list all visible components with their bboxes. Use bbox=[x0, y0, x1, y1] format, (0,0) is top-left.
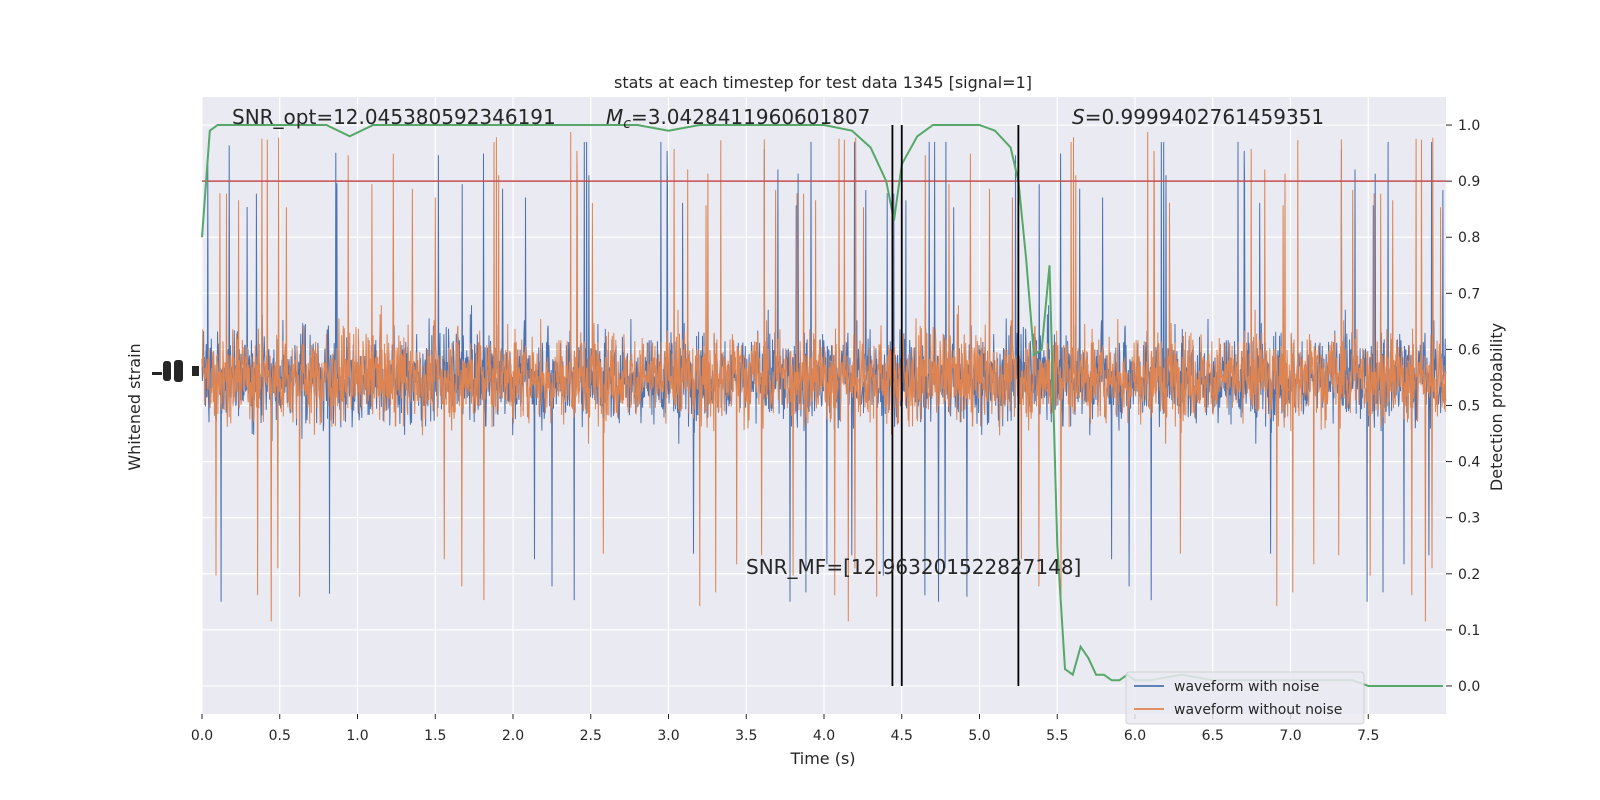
x-tick-label: 5.5 bbox=[1046, 728, 1068, 744]
annotation-mc-sub: c bbox=[623, 116, 631, 132]
x-tick-label: 7.5 bbox=[1357, 728, 1379, 744]
annotation-mc-value: =3.0428411960601807 bbox=[631, 105, 870, 129]
vertical-lines bbox=[891, 125, 1020, 686]
x-tick-label: 7.0 bbox=[1279, 728, 1301, 744]
x-tick-label: 6.5 bbox=[1202, 728, 1224, 744]
y-right-axis-ticks: 0.0 0.1 0.2 0.3 0.4 0.5 0.6 0.7 0.8 0.9 1.0 bbox=[1446, 118, 1480, 695]
annotation-snr-mf: SNR_MF=[12.963201522827148] bbox=[746, 555, 1081, 579]
y-tick-label: 0.1 bbox=[1458, 623, 1480, 639]
y-tick-label: 0.9 bbox=[1458, 174, 1480, 190]
x-tick-label: 3.5 bbox=[735, 728, 757, 744]
x-tick-label: 6.0 bbox=[1124, 728, 1146, 744]
y-tick-label: 0.6 bbox=[1458, 342, 1480, 358]
y-tick-label: 0.4 bbox=[1458, 455, 1480, 471]
x-tick-label: 5.0 bbox=[968, 728, 990, 744]
x-tick-label: 3.0 bbox=[657, 728, 679, 744]
annotation-snr-opt: SNR_opt=12.045380592346191 bbox=[232, 105, 556, 129]
y-tick-label: 0.7 bbox=[1458, 286, 1480, 302]
legend: waveform with noise waveform without noi… bbox=[1125, 671, 1365, 725]
y-left-axis-label: Whitened strain bbox=[125, 343, 144, 470]
y-tick-label: 1.0 bbox=[1458, 118, 1480, 134]
annotation-mc: Mc=3.0428411960601807 bbox=[606, 105, 870, 132]
x-axis-label: Time (s) bbox=[789, 749, 855, 768]
x-tick-label: 1.0 bbox=[346, 728, 368, 744]
noise-layer bbox=[201, 131, 1447, 622]
y-tick-label: 0.2 bbox=[1458, 567, 1480, 583]
x-tick-label: 2.0 bbox=[502, 728, 524, 744]
annotation-s-value: =0.9999402761459351 bbox=[1085, 105, 1324, 129]
y-right-axis-label: Detection probability bbox=[1487, 323, 1506, 491]
chart-title: stats at each timestep for test data 134… bbox=[614, 73, 1032, 92]
y-tick-label: 0.0 bbox=[1458, 679, 1480, 695]
x-tick-label: 2.5 bbox=[580, 728, 602, 744]
x-tick-label: 1.5 bbox=[424, 728, 446, 744]
annotation-s: S=0.9999402761459351 bbox=[1072, 105, 1324, 129]
x-tick-label: 4.0 bbox=[813, 728, 835, 744]
y-tick-label: 0.3 bbox=[1458, 511, 1480, 527]
y-tick-label: 0.5 bbox=[1458, 399, 1480, 415]
x-tick-label: 0.5 bbox=[269, 728, 291, 744]
legend-label-waveform-with-noise: waveform with noise bbox=[1174, 679, 1319, 695]
annotation-mc-symbol: M bbox=[606, 105, 623, 129]
legend-box bbox=[1125, 671, 1365, 725]
annotation-s-symbol: S bbox=[1072, 105, 1085, 129]
x-tick-label: 4.5 bbox=[891, 728, 913, 744]
x-tick-label: 0.0 bbox=[191, 728, 213, 744]
legend-label-waveform-without-noise: waveform without noise bbox=[1174, 702, 1342, 718]
series-waveform-without-noise bbox=[201, 131, 1447, 622]
y-tick-label: 0.8 bbox=[1458, 230, 1480, 246]
x-axis-ticks: 0.0 0.5 1.0 1.5 2.0 2.5 3.0 3.5 4.0 4.5 5.0 5.5 6.0 6… bbox=[191, 714, 1379, 744]
left-axis-offset-glyph bbox=[152, 360, 199, 382]
